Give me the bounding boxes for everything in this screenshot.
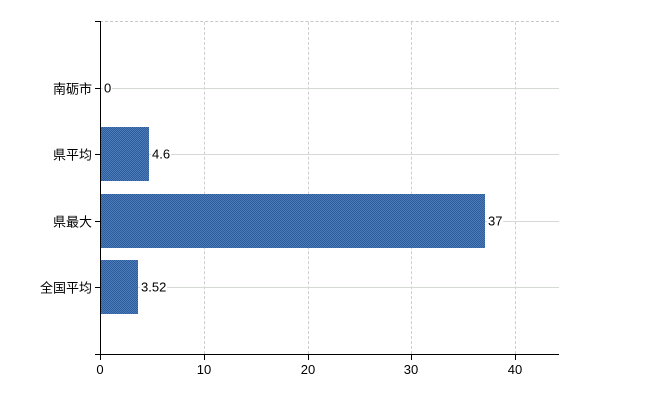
category-label: 南砺市 — [52, 81, 92, 97]
x-tick-label: 30 — [403, 362, 419, 377]
y-tick-mark — [95, 154, 100, 155]
x-tick-mark — [515, 354, 516, 360]
v-gridline — [411, 22, 412, 354]
bar-value-label: 4.6 — [151, 146, 172, 162]
y-tick-mark — [95, 287, 100, 288]
y-tick-mark — [95, 88, 100, 89]
x-tick-label: 40 — [507, 362, 523, 377]
category-label: 県平均 — [52, 147, 92, 163]
bar — [101, 194, 485, 248]
y-axis-line — [100, 21, 101, 360]
x-tick-label: 0 — [96, 362, 104, 377]
bar-value-label: 0 — [103, 80, 113, 96]
x-tick-mark — [100, 354, 101, 360]
v-gridline — [308, 22, 309, 354]
bar — [101, 127, 149, 181]
x-tick-mark — [204, 354, 205, 360]
bar-value-label: 3.52 — [140, 279, 168, 295]
plot-top-border — [100, 21, 559, 22]
x-tick-mark — [411, 354, 412, 360]
h-gridline — [101, 287, 559, 288]
v-gridline — [515, 22, 516, 354]
x-tick-label: 10 — [196, 362, 212, 377]
category-label: 県最大 — [52, 214, 92, 230]
bar-value-label: 37 — [487, 213, 504, 229]
x-axis-line — [95, 354, 559, 355]
x-tick-label: 20 — [300, 362, 316, 377]
x-tick-mark — [308, 354, 309, 360]
v-gridline — [204, 22, 205, 354]
y-tick-mark — [95, 221, 100, 222]
category-label: 全国平均 — [39, 280, 92, 296]
bar — [101, 260, 138, 314]
y-tick-mark — [95, 21, 100, 22]
h-gridline — [101, 154, 559, 155]
h-gridline — [101, 88, 559, 89]
